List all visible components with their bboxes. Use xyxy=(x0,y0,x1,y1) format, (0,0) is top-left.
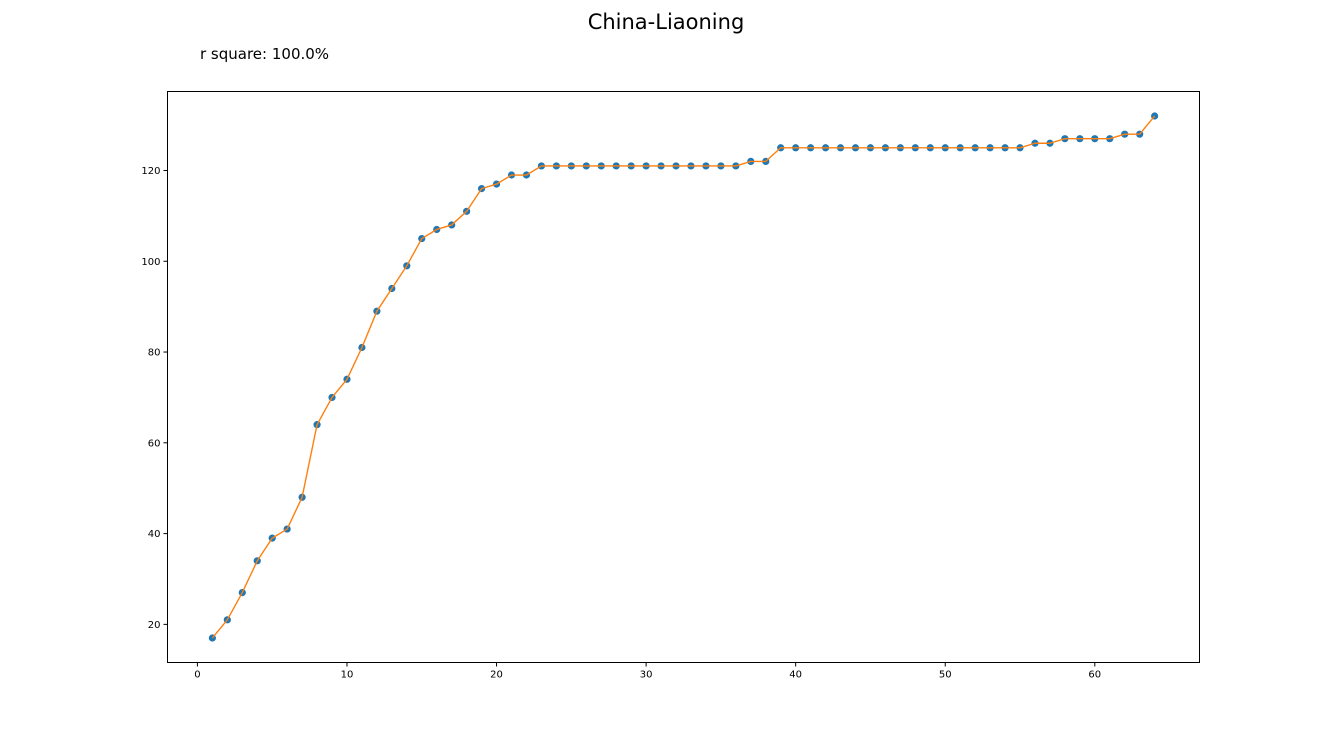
y-tick-label: 20 xyxy=(148,620,161,631)
chart-title: China-Liaoning xyxy=(587,10,745,34)
y-tick-label: 40 xyxy=(148,529,161,540)
axis-ticks: 0 10 20 30 40 50 60 20 40 60 80 100 120 xyxy=(141,166,1101,681)
x-tick-label: 0 xyxy=(194,670,200,681)
x-tick-label: 40 xyxy=(789,670,802,681)
data-marks xyxy=(208,112,1159,642)
x-tick-label: 60 xyxy=(1088,670,1101,681)
y-tick-label: 100 xyxy=(141,257,160,268)
y-tick-label: 120 xyxy=(141,166,160,177)
x-tick-label: 50 xyxy=(939,670,952,681)
x-tick-label: 30 xyxy=(640,670,653,681)
y-tick-label: 60 xyxy=(148,438,161,449)
x-tick-label: 20 xyxy=(490,670,503,681)
r-square-annotation: r square: 100.0% xyxy=(200,45,330,63)
series-line xyxy=(211,115,1156,639)
plot-frame xyxy=(167,91,1200,663)
x-tick-label: 10 xyxy=(341,670,354,681)
y-tick-label: 80 xyxy=(148,348,161,359)
